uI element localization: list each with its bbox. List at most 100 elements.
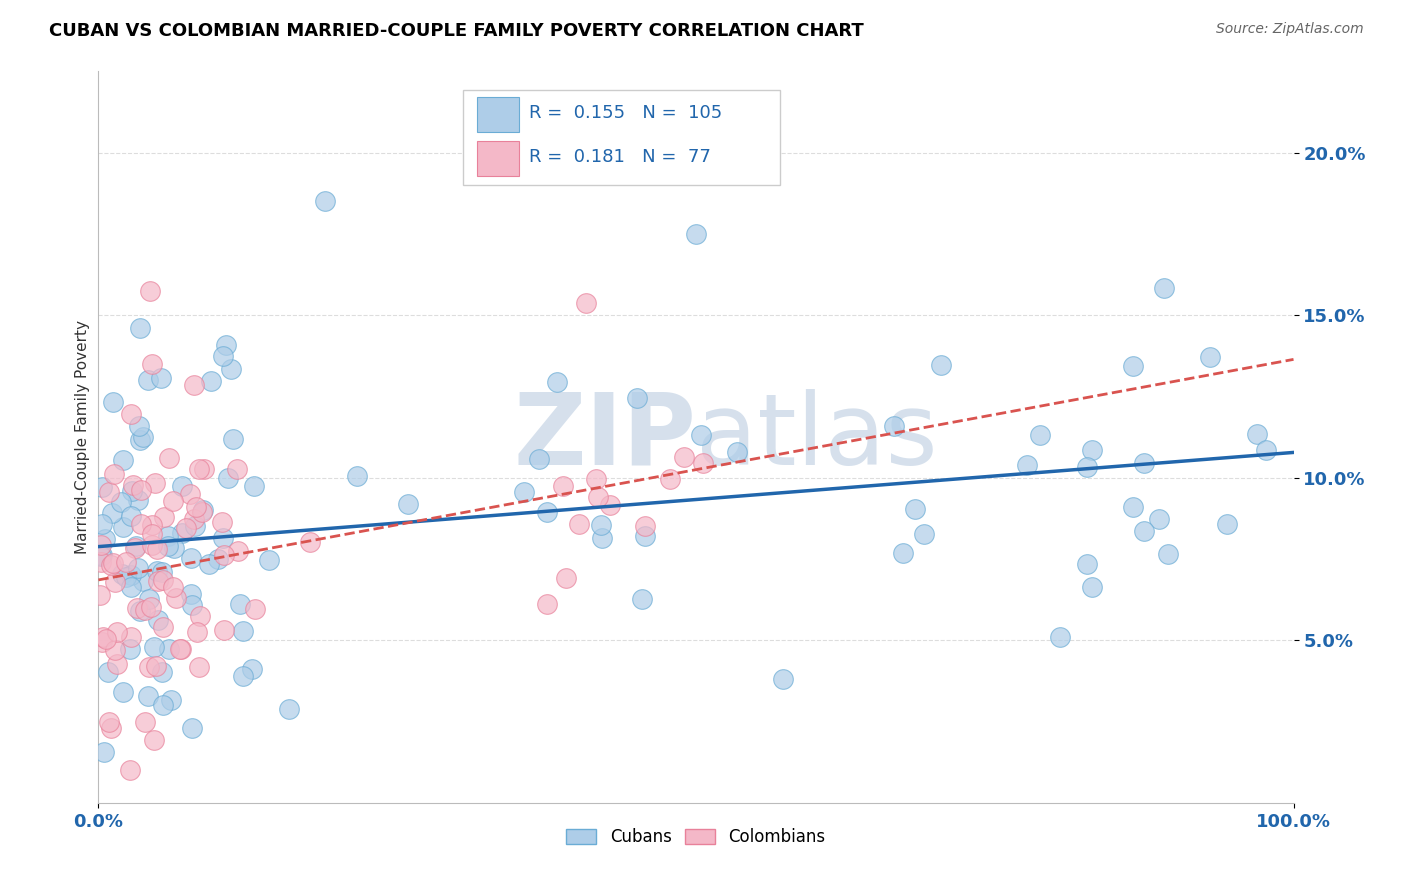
Point <box>134 715 156 730</box>
Point <box>98 485 121 500</box>
Point <box>136 373 159 387</box>
Point <box>152 574 174 588</box>
Point <box>1215 517 1237 532</box>
Point <box>259 553 281 567</box>
Point <box>211 516 233 530</box>
Point <box>346 469 368 483</box>
Point <box>568 517 591 532</box>
Point <box>929 358 952 372</box>
Point <box>591 531 613 545</box>
Point <box>772 672 794 686</box>
Bar <box>477 141 519 176</box>
Text: CUBAN VS COLOMBIAN MARRIED-COUPLE FAMILY POVERTY CORRELATION CHART: CUBAN VS COLOMBIAN MARRIED-COUPLE FAMILY… <box>49 22 863 40</box>
Text: ZIP: ZIP <box>513 389 696 485</box>
Point <box>725 445 748 459</box>
Point <box>129 517 152 532</box>
Point <box>226 544 249 558</box>
Point <box>626 391 648 405</box>
Point <box>101 506 124 520</box>
Point <box>150 566 173 580</box>
Point <box>904 502 927 516</box>
Point <box>103 467 125 482</box>
Point <box>104 575 127 590</box>
Bar <box>477 97 519 132</box>
Point <box>198 557 221 571</box>
Point <box>138 284 160 298</box>
Point <box>184 500 207 515</box>
Point <box>90 634 112 648</box>
Point <box>180 551 202 566</box>
Point <box>692 456 714 470</box>
Point <box>232 669 254 683</box>
Point <box>891 545 914 559</box>
Point <box>1246 427 1268 442</box>
Point <box>141 527 163 541</box>
Point <box>132 430 155 444</box>
Point <box>115 555 138 569</box>
Point <box>512 485 534 500</box>
Point <box>183 511 205 525</box>
Point <box>586 490 609 504</box>
Point <box>110 495 132 509</box>
Point <box>97 665 120 680</box>
Point <box>1157 547 1180 561</box>
Point <box>536 597 558 611</box>
Point <box>120 508 142 523</box>
Point <box>125 600 148 615</box>
Text: R =  0.181   N =  77: R = 0.181 N = 77 <box>529 148 710 166</box>
Point <box>131 483 153 497</box>
Point <box>89 588 111 602</box>
Point <box>169 642 191 657</box>
Point <box>93 745 115 759</box>
Y-axis label: Married-Couple Family Poverty: Married-Couple Family Poverty <box>75 320 90 554</box>
Point <box>1029 428 1052 442</box>
Point <box>315 194 337 209</box>
Point <box>1081 581 1104 595</box>
Point <box>212 349 235 363</box>
Point <box>200 374 222 388</box>
Point <box>184 519 207 533</box>
Point <box>1049 630 1071 644</box>
Point <box>90 549 112 563</box>
Point <box>690 428 713 442</box>
Point <box>181 598 204 612</box>
Point <box>146 541 169 556</box>
Point <box>232 624 254 639</box>
Point <box>91 548 114 562</box>
Point <box>120 407 142 421</box>
Point <box>1122 359 1144 373</box>
Point <box>188 659 211 673</box>
FancyBboxPatch shape <box>463 90 780 185</box>
Point <box>180 721 202 735</box>
Point <box>215 338 238 352</box>
Point <box>112 519 135 533</box>
Point <box>165 591 187 605</box>
Point <box>104 642 127 657</box>
Point <box>125 540 148 554</box>
Point <box>685 227 707 241</box>
Point <box>589 518 612 533</box>
Point <box>111 567 134 582</box>
Point <box>243 479 266 493</box>
Point <box>1122 500 1144 514</box>
Point <box>191 505 214 519</box>
Point <box>143 732 166 747</box>
Point <box>111 685 134 699</box>
Point <box>114 570 136 584</box>
Point <box>127 561 149 575</box>
Point <box>153 509 176 524</box>
Point <box>1076 459 1098 474</box>
Point <box>226 461 249 475</box>
Point <box>536 505 558 519</box>
Point <box>143 475 166 490</box>
Point <box>212 532 235 546</box>
Point <box>138 660 160 674</box>
Text: R =  0.155   N =  105: R = 0.155 N = 105 <box>529 104 721 122</box>
Point <box>141 517 163 532</box>
Point <box>152 698 174 712</box>
Point <box>298 535 321 549</box>
Point <box>396 497 419 511</box>
Point <box>91 517 114 532</box>
Point <box>100 558 122 572</box>
Point <box>188 609 211 624</box>
